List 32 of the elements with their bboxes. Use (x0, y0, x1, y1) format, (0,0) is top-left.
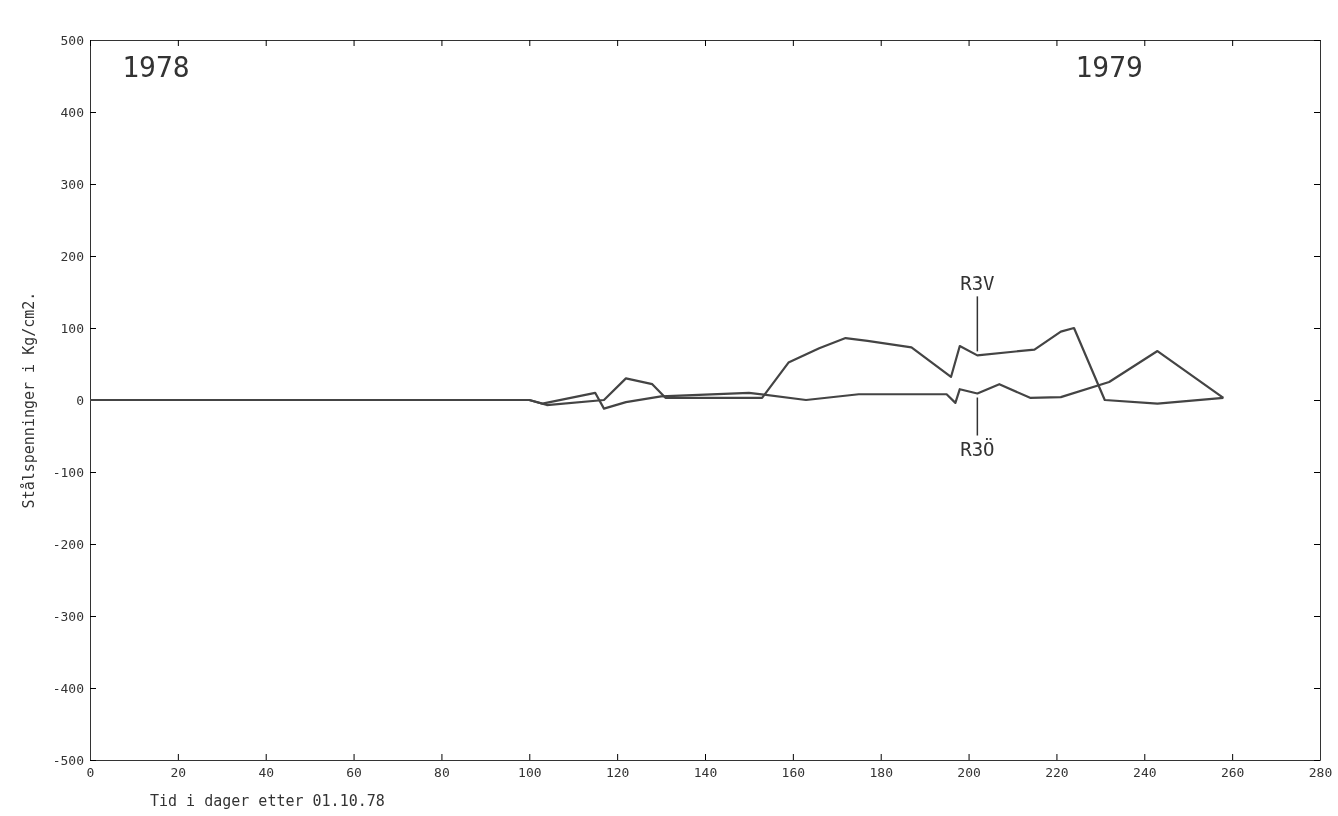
x-tick-label: 60 (346, 765, 362, 781)
x-tick-label: 40 (258, 765, 275, 781)
y-tick-label: 200 (60, 248, 84, 264)
y-tick-label: -300 (52, 608, 84, 624)
y-tick-label: 0 (76, 392, 84, 408)
y-tick-label: 300 (60, 176, 84, 192)
y-tick-label: -400 (52, 680, 84, 696)
y-axis-title: Stålspenninger i Kg/cm2. (20, 291, 38, 509)
x-tick-label: 160 (781, 765, 806, 781)
x-tick-label: 80 (434, 765, 450, 781)
y-tick-label: 400 (60, 104, 84, 120)
x-tick-label: 220 (1045, 765, 1069, 781)
x-tick-label: 200 (957, 765, 981, 781)
text: R3V (960, 272, 995, 295)
y-tick-label: -500 (52, 752, 84, 768)
x-tick-label: 260 (1220, 765, 1245, 781)
x-tick-label: 180 (869, 765, 893, 781)
y-tick-label: 500 (60, 32, 84, 48)
x-tick-label: 120 (605, 765, 630, 781)
annotation: 1979 (1075, 51, 1143, 84)
x-tick-label: 280 (1308, 765, 1333, 781)
x-axis-title: Tid i dager etter 01.10.78 (150, 792, 385, 810)
x-tick-label: 240 (1133, 765, 1157, 781)
x-tick-label: 20 (170, 765, 187, 781)
x-tick-label: 140 (693, 765, 718, 781)
x-tick-label: 0 (86, 765, 95, 781)
x-tick-label: 100 (518, 765, 542, 781)
y-tick-label: -200 (52, 536, 84, 552)
y-tick-label: 100 (60, 320, 84, 336)
annotation: 1978 (122, 51, 190, 84)
y-tick-label: -100 (52, 464, 84, 480)
series-label: R3Ö (960, 437, 995, 460)
